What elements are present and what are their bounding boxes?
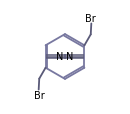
Text: Br: Br	[85, 14, 96, 24]
Text: N: N	[66, 52, 74, 62]
Text: N: N	[56, 52, 64, 62]
Text: Br: Br	[34, 90, 45, 100]
